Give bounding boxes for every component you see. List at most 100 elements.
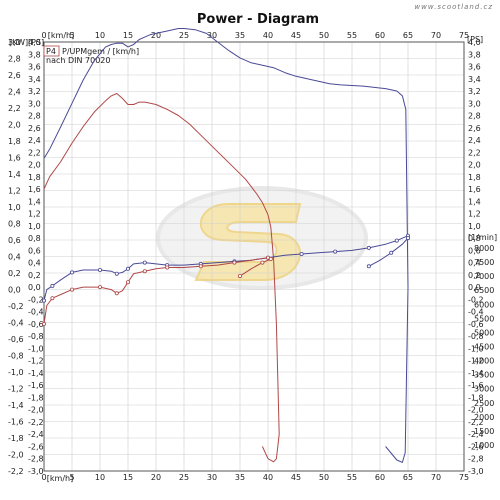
series-point-torque-speed — [50, 296, 55, 301]
ps-right-tick-label: -2,0 — [468, 406, 484, 415]
top-x-tick-label: 30 — [207, 31, 217, 40]
plot-frame — [43, 41, 465, 472]
rpm-tick-label: 2500 — [474, 399, 494, 408]
kw-tick-label: 2,6 — [8, 71, 21, 80]
series-point-torque-speed — [42, 321, 47, 326]
ps-right-tick-label: -2,4 — [468, 430, 484, 439]
kw-tick-label: 2,8 — [8, 55, 21, 64]
left-outer-axis-unit: [KW] — [9, 38, 28, 47]
ps-right-tick-label: -0,6 — [468, 320, 484, 329]
rpm-tick-label: 5500 — [474, 314, 494, 323]
kw-tick-label: -1,2 — [8, 385, 24, 394]
bottom-x-tick-label: 45 — [291, 473, 301, 482]
series-line-torque — [43, 93, 280, 463]
watermark: www.scootland.cz — [414, 3, 493, 11]
rpm-tick-label: 1500 — [474, 427, 494, 436]
series-point-speed — [42, 298, 47, 303]
ps-left-tick-label: -1,2 — [28, 357, 44, 366]
series-point-speed — [98, 267, 103, 272]
left-inner-axis-unit: [PS] — [28, 38, 44, 47]
ps-right-tick-label: 2,6 — [468, 124, 481, 133]
kw-tick-label: 1,2 — [8, 187, 21, 196]
ps-left-tick-label: 1,8 — [28, 173, 41, 182]
ps-right-tick-label: 1,2 — [468, 210, 481, 219]
top-x-tick-label: 50 — [319, 31, 329, 40]
rpm-tick-label: 6000 — [474, 300, 494, 309]
ps-right-tick-label: 0,4 — [468, 259, 481, 268]
ps-right-tick-label: 0,0 — [468, 283, 481, 292]
ps-right-tick-label: 1,8 — [468, 173, 481, 182]
bottom-x-tick-label: 70 — [431, 473, 441, 482]
ps-left-tick-label: -1,6 — [28, 381, 44, 390]
ps-right-tick-label: 3,4 — [468, 75, 481, 84]
series-point-speed — [114, 271, 119, 276]
rpm-tick-label: 1000 — [474, 441, 494, 450]
ps-left-tick-label: -0,8 — [28, 332, 44, 341]
top-x-tick-label: 15 — [123, 31, 133, 40]
top-x-tick-label: 0 — [41, 31, 46, 40]
kw-tick-label: -0,8 — [8, 352, 24, 361]
ps-left-tick-label: 0,4 — [28, 259, 41, 268]
kw-tick-label: 1,6 — [8, 154, 21, 163]
top-x-tick-label: 45 — [291, 31, 301, 40]
series-point-torque-speed-b — [260, 260, 265, 265]
ps-left-tick-label: 3,0 — [28, 99, 41, 108]
series-point-torque-speed-b — [237, 274, 242, 279]
rpm-tick-label: 8000 — [474, 244, 494, 253]
top-x-tick-label: 40 — [263, 31, 273, 40]
series-line-speed — [43, 235, 409, 301]
series-point-torque-speed — [142, 269, 147, 274]
bottom-x-tick-label: 15 — [123, 473, 133, 482]
ps-left-tick-label: 0,2 — [28, 271, 41, 280]
series-point-speed-b — [405, 236, 410, 241]
top-x-tick-label: 70 — [431, 31, 441, 40]
ps-left-tick-label: 1,0 — [28, 222, 41, 231]
top-x-tick-label: 10 — [95, 31, 105, 40]
ps-right-tick-label: -1,6 — [468, 381, 484, 390]
series-point-speed — [394, 238, 399, 243]
axis-ticks: 0055101015152020252530303535404045455050… — [8, 31, 494, 482]
ps-left-tick-label: 4,0 — [28, 38, 41, 47]
ps-left-tick-label: -0,4 — [28, 308, 44, 317]
ps-left-tick-label: 2,8 — [28, 112, 41, 121]
rpm-tick-label: 6500 — [474, 286, 494, 295]
top-x-tick-label: 75 — [459, 31, 469, 40]
ps-left-tick-label: -3,0 — [28, 467, 44, 476]
series-point-torque-speed — [165, 265, 170, 270]
top-x-tick-label: 35 — [235, 31, 245, 40]
ps-right-tick-label: -1,0 — [468, 344, 484, 353]
series-point-torque-speed — [98, 285, 103, 290]
top-x-tick-label: 65 — [403, 31, 413, 40]
ps-left-tick-label: 2,6 — [28, 124, 41, 133]
legend-line-1: P/UPMgem / [km/h] — [62, 47, 139, 56]
kw-tick-label: -0,4 — [8, 319, 24, 328]
series-point-torque-speed-b — [268, 256, 273, 261]
rpm-tick-label: 7500 — [474, 258, 494, 267]
rpm-tick-label: 2000 — [474, 413, 494, 422]
bottom-x-tick-label: 40 — [263, 473, 273, 482]
legend: P4 P/UPMgem / [km/h] nach DIN 70020 — [43, 45, 139, 65]
ps-right-tick-label: 2,0 — [468, 161, 481, 170]
ps-right-tick-label: 0,6 — [468, 246, 481, 255]
ps-left-tick-label: 1,4 — [28, 197, 41, 206]
legend-badge: P4 — [46, 47, 56, 56]
bottom-x-tick-label: 0 — [41, 473, 46, 482]
ps-left-tick-label: 0,0 — [28, 283, 41, 292]
ps-right-tick-label: 3,0 — [468, 99, 481, 108]
series-point-speed — [142, 260, 147, 265]
series-point-torque-speed — [126, 280, 131, 285]
ps-right-tick-label: 2,4 — [468, 136, 481, 145]
series-line-speed-b — [368, 237, 409, 267]
ps-right-tick-label: 4,0 — [468, 38, 481, 47]
ps-left-tick-label: 1,2 — [28, 210, 41, 219]
series-point-torque-speed — [232, 260, 237, 265]
rpm-tick-label: 4000 — [474, 357, 494, 366]
series-line-power — [43, 28, 409, 463]
top-axis-unit: [km/h] — [48, 31, 74, 40]
top-x-tick-label: 20 — [151, 31, 161, 40]
ps-right-tick-label: 3,8 — [468, 50, 481, 59]
top-x-tick-label: 55 — [347, 31, 357, 40]
ps-right-tick-label: 1,0 — [468, 222, 481, 231]
series-point-speed — [70, 270, 75, 275]
